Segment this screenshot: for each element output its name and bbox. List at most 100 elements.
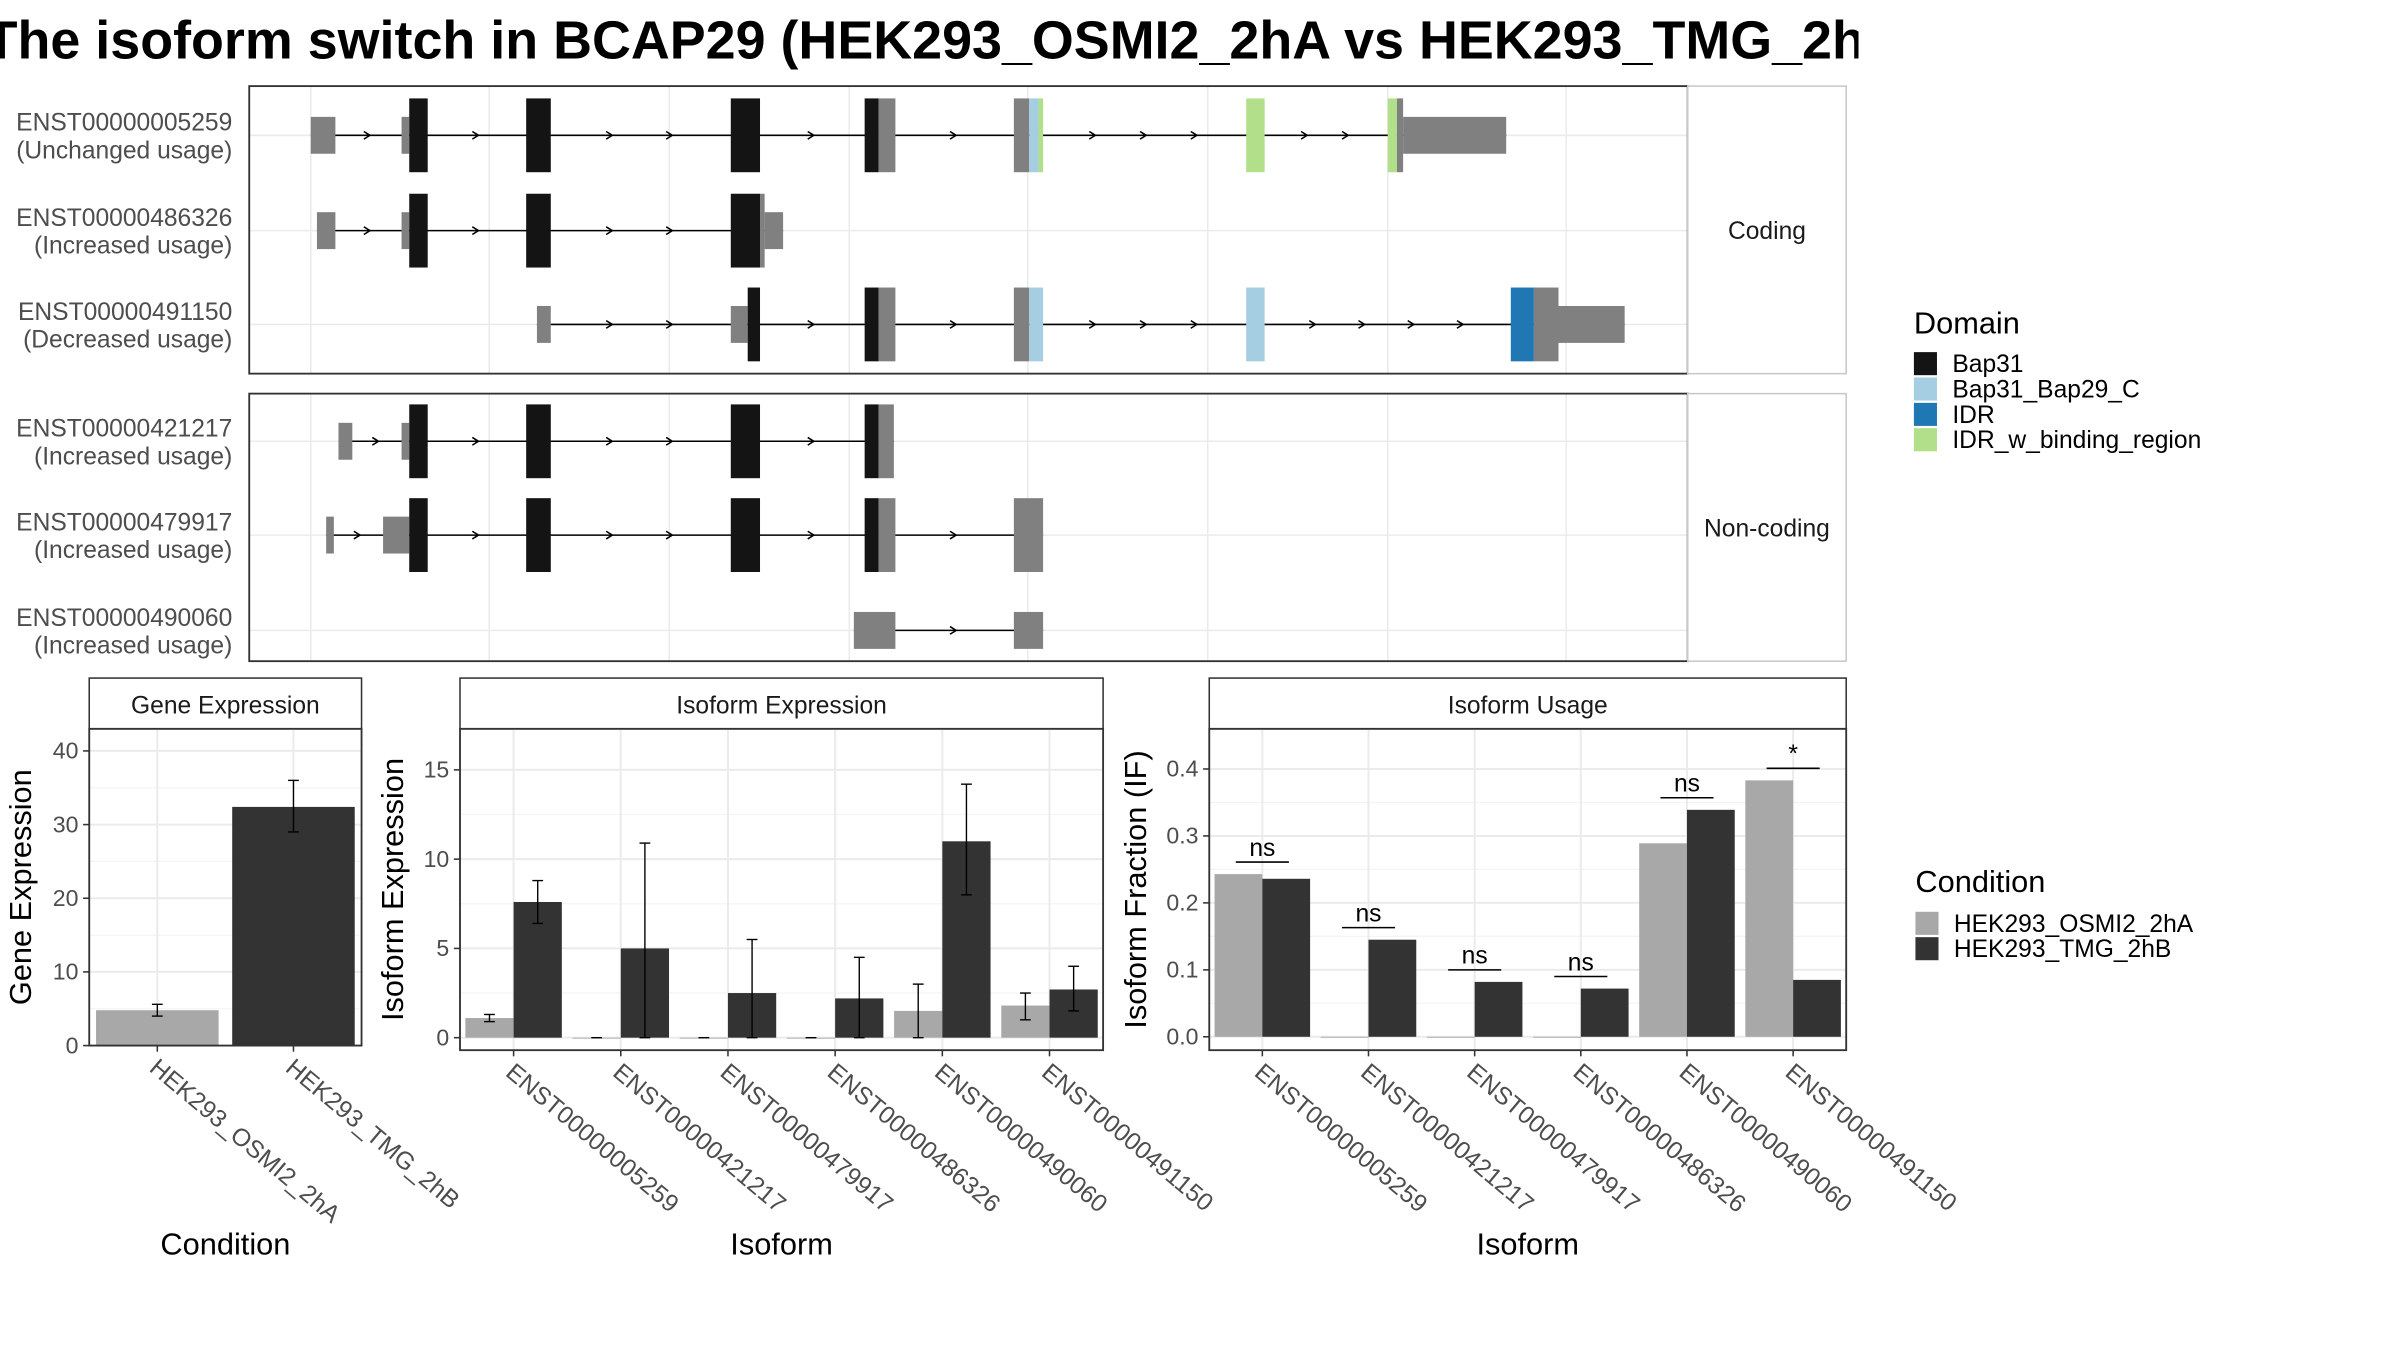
direction-arrow [605,319,614,329]
y-tick-label: 15 [424,757,450,783]
panel-border [88,727,363,1047]
direction-arrow [665,226,674,236]
exon-domain-idr-w-binding-region [1387,98,1397,173]
transcript-id-label: ENST00000421217 [16,416,232,443]
transcript-usage-label: (Increased usage) [34,443,232,470]
bar [465,1018,514,1038]
direction-arrow [1308,319,1317,329]
panel-strip [1208,677,1847,730]
bar [1214,874,1263,1037]
domain-legend-key [1913,352,1937,376]
direction-arrow [665,319,674,329]
x-tick-label: ENST00000490060 [1674,1059,1857,1219]
exon-domain-bap31 [409,404,428,479]
exon-utr [1013,98,1030,173]
panel-title: Gene Expression [131,692,320,719]
transcript-ENST00000491150 [536,287,1625,362]
bar [1639,843,1687,1037]
significance-label: ns [1249,835,1275,862]
exon-domain-bap31-bap29-c [1246,287,1265,362]
direction-arrow [363,130,372,140]
direction-arrow [1139,319,1148,329]
direction-arrow [949,530,958,540]
exon-utr [310,116,336,154]
exon-utr [730,305,748,343]
domain-legend-label: Bap31 [1952,351,2023,378]
bar [1686,809,1735,1037]
panel-strip [88,677,363,730]
exon-domain-bap31 [526,498,551,572]
exon-utr [764,212,784,250]
exon-domain-bap31 [730,98,761,173]
chart-isoform-usage: Isoform Usage ns ns ns ns ns * 0.0 0.1 0.2 0.3 0.4 E… [1118,677,1962,1262]
x-tick-label: ENST00000005259 [1249,1059,1432,1219]
domain-legend-label: Bap31_Bap29_C [1952,376,2139,403]
domain-legend-key [1913,377,1937,401]
condition-legend-title: Condition [1915,864,2045,899]
facet-strip [1686,392,1847,662]
exon-utr [316,212,336,250]
bar [1426,1036,1475,1038]
exon-utr [536,305,551,343]
direction-arrow [605,130,614,140]
direction-arrow [949,130,958,140]
exon-utr [878,498,896,572]
x-tick-label: ENST00000479917 [1462,1059,1645,1219]
exon-domain-bap31 [730,404,761,479]
exon-domain-bap31 [526,193,551,268]
y-tick-label: 0.2 [1166,890,1198,916]
y-tick-label: 30 [53,811,79,837]
significance-label: ns [1674,771,1700,798]
transcript-id-label: ENST00000486326 [16,205,232,232]
panel-border [1208,727,1848,1052]
direction-arrow [949,319,958,329]
x-tick-label: ENST00000479917 [715,1059,898,1219]
exon-utr [878,404,894,479]
direction-arrow [1139,130,1148,140]
facet-strip [1686,85,1847,375]
transcript-id-label: ENST00000005259 [16,110,232,137]
direction-arrow [1407,319,1416,329]
direction-arrow [807,436,816,446]
facet-strip-label: Coding [1728,218,1806,245]
panel-title: Isoform Expression [676,692,887,719]
direction-arrow [1088,130,1097,140]
direction-arrow [1190,130,1199,140]
transcript-ENST00000490060 [853,611,1044,649]
y-tick-label: 0.1 [1166,957,1198,983]
exon-utr [1396,98,1404,173]
significance-label: * [1788,741,1798,768]
y-tick-label: 0 [66,1032,79,1058]
direction-arrow [471,436,480,446]
direction-arrow [471,226,480,236]
transcript-usage-label: (Increased usage) [34,233,232,260]
direction-arrow [1190,319,1199,329]
direction-arrow [949,625,958,635]
exon-domain-bap31 [526,404,551,479]
exon-utr [878,98,896,173]
direction-arrow [605,226,614,236]
y-axis-label: Isoform Fraction (IF) [1118,750,1153,1028]
direction-arrow [471,130,480,140]
exon-domain-bap31 [409,193,428,268]
exon-domain-bap31-bap29-c [1029,98,1039,173]
x-axis-label: Isoform [1476,1227,1579,1262]
x-tick-label: ENST00000005259 [501,1059,684,1219]
direction-arrow [1088,319,1097,329]
direction-arrow [807,319,816,329]
x-axis-label: Isoform [730,1227,833,1262]
exon-utr [1533,287,1559,362]
transcript-ENST00000479917 [326,498,1044,572]
y-tick-label: 20 [53,885,79,911]
exon-domain-idr-w-binding-region [1038,98,1044,173]
y-tick-label: 5 [436,935,449,961]
x-tick-label: ENST00000421217 [608,1059,791,1219]
x-tick-label: ENST00000421217 [1355,1059,1538,1219]
y-axis-label: Isoform Expression [375,758,410,1021]
exon-domain-bap31 [747,287,761,362]
exon-domain-idr [1510,287,1534,362]
condition-legend-label: HEK293_OSMI2_2hA [1954,911,2194,938]
structure-panel-border [248,392,1689,663]
exon-utr [1013,611,1044,649]
